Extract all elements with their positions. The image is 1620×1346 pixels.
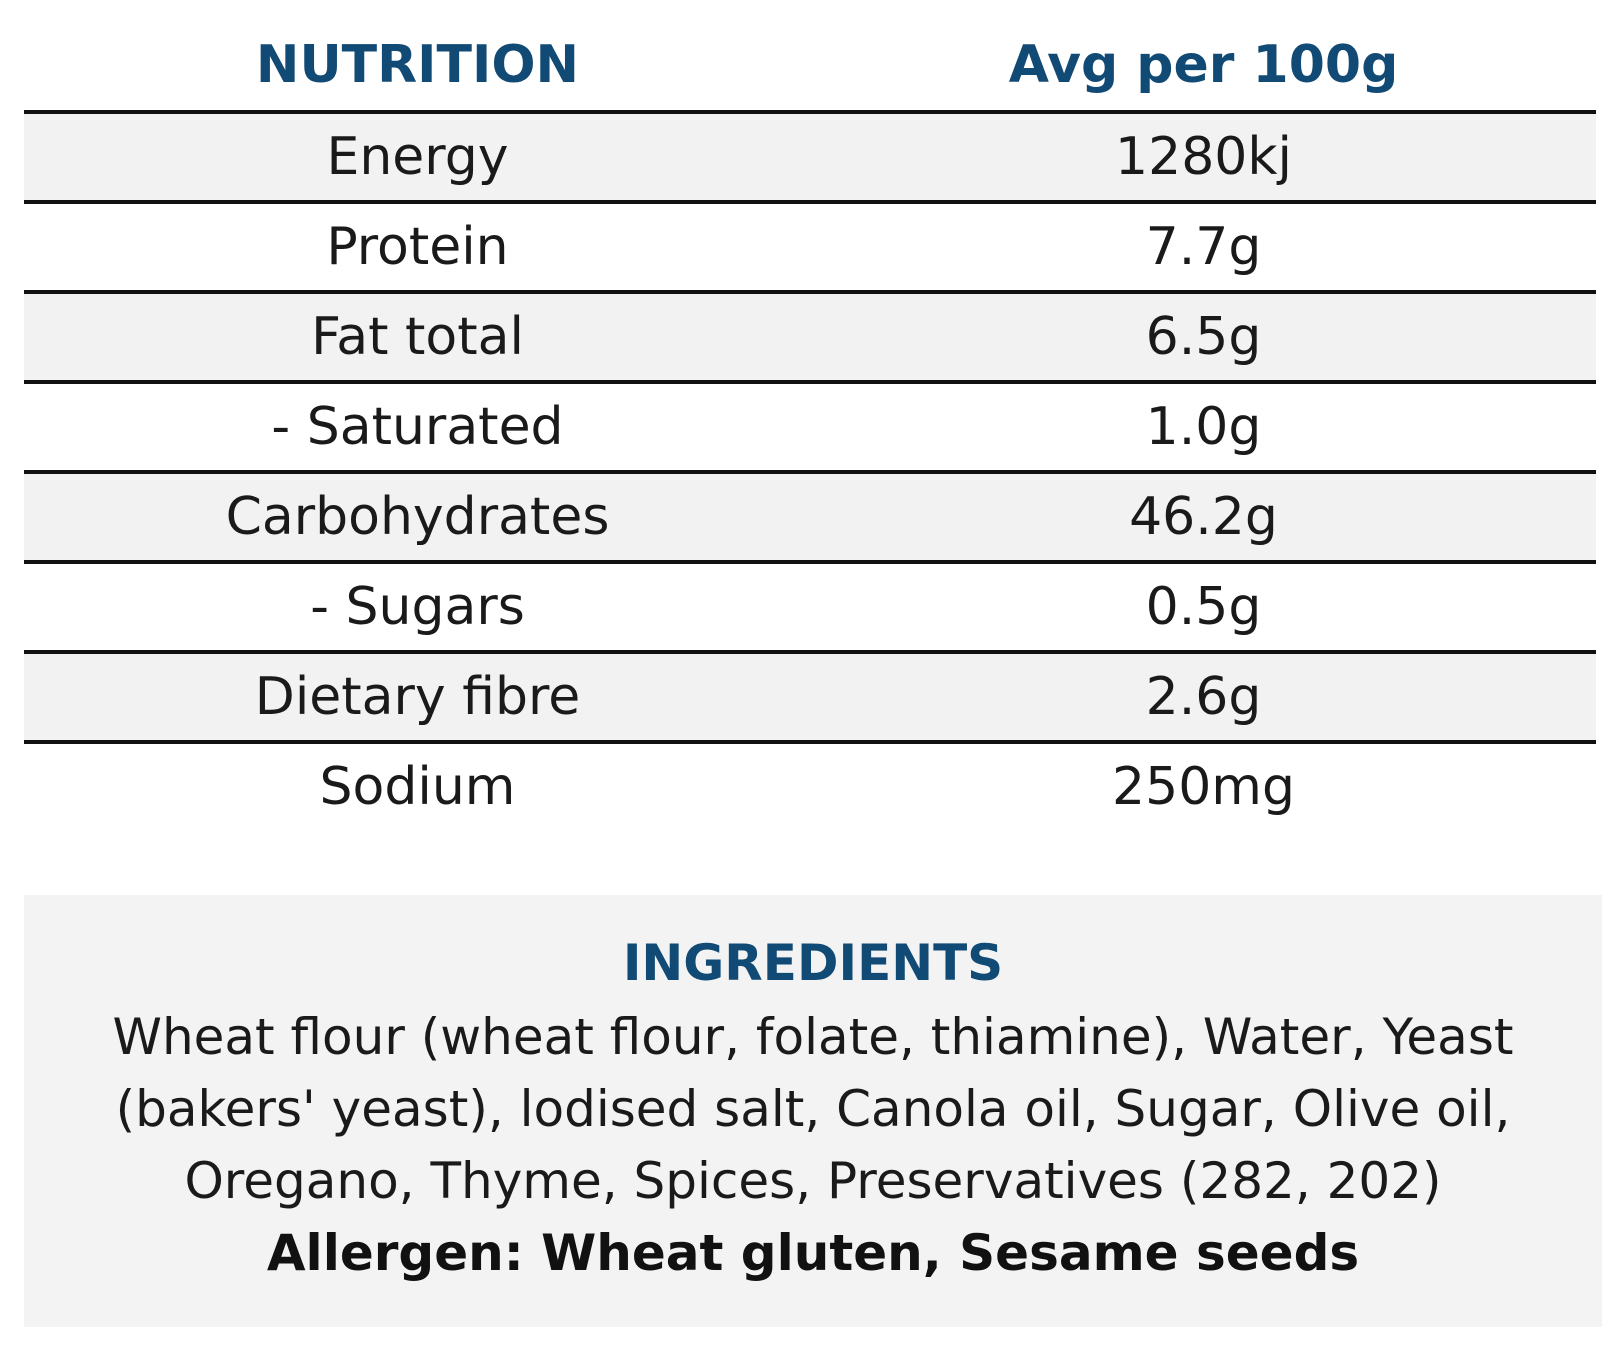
nutrient-value: 6.5g bbox=[1145, 307, 1262, 367]
nutrient-value: 1.0g bbox=[1145, 397, 1262, 457]
nutrient-name: Energy bbox=[326, 127, 509, 187]
allergen-statement: Allergen: Wheat gluten, Sesame seeds bbox=[266, 1224, 1360, 1282]
nutrition-heading: NUTRITION bbox=[255, 35, 580, 95]
nutrient-name: Fat total bbox=[311, 307, 524, 367]
table-row: Sodium 250mg bbox=[24, 744, 1596, 830]
nutrient-name: Protein bbox=[326, 217, 509, 277]
nutrient-name: - Sugars bbox=[310, 577, 525, 637]
ingredients-heading: INGREDIENTS bbox=[622, 934, 1004, 992]
ingredients-line: Wheat flour (wheat flour, folate, thiami… bbox=[112, 1008, 1514, 1066]
ingredients-line: Oregano, Thyme, Spices, Preservatives (2… bbox=[184, 1152, 1442, 1210]
nutrient-value: 250mg bbox=[1112, 757, 1295, 817]
nutrient-name: Dietary fibre bbox=[254, 667, 581, 727]
table-row: - Sugars 0.5g bbox=[24, 564, 1596, 654]
nutrient-value: 2.6g bbox=[1145, 667, 1262, 727]
ingredients-panel: INGREDIENTS Wheat flour (wheat flour, fo… bbox=[24, 895, 1602, 1327]
table-row: Fat total 6.5g bbox=[24, 294, 1596, 384]
nutrient-name: Carbohydrates bbox=[225, 487, 610, 547]
table-row: Energy 1280kj bbox=[24, 114, 1596, 204]
nutrient-name: - Saturated bbox=[271, 397, 564, 457]
ingredients-line: (bakers' yeast), lodised salt, Canola oi… bbox=[115, 1080, 1511, 1138]
nutrient-value: 46.2g bbox=[1129, 487, 1278, 547]
nutrition-table: Energy 1280kj Protein 7.7g Fat total 6.5… bbox=[24, 110, 1596, 830]
table-row: Protein 7.7g bbox=[24, 204, 1596, 294]
table-row: Carbohydrates 46.2g bbox=[24, 474, 1596, 564]
table-row: Dietary fibre 2.6g bbox=[24, 654, 1596, 744]
nutrient-value: 0.5g bbox=[1145, 577, 1262, 637]
nutrition-header: NUTRITION Avg per 100g bbox=[24, 20, 1596, 110]
nutrient-value: 1280kj bbox=[1115, 127, 1292, 187]
ingredients-text: Wheat flour (wheat flour, folate, thiami… bbox=[83, 1001, 1543, 1289]
table-row: - Saturated 1.0g bbox=[24, 384, 1596, 474]
nutrient-value: 7.7g bbox=[1145, 217, 1262, 277]
avg-per-100g-heading: Avg per 100g bbox=[1008, 35, 1399, 95]
nutrient-name: Sodium bbox=[319, 757, 516, 817]
